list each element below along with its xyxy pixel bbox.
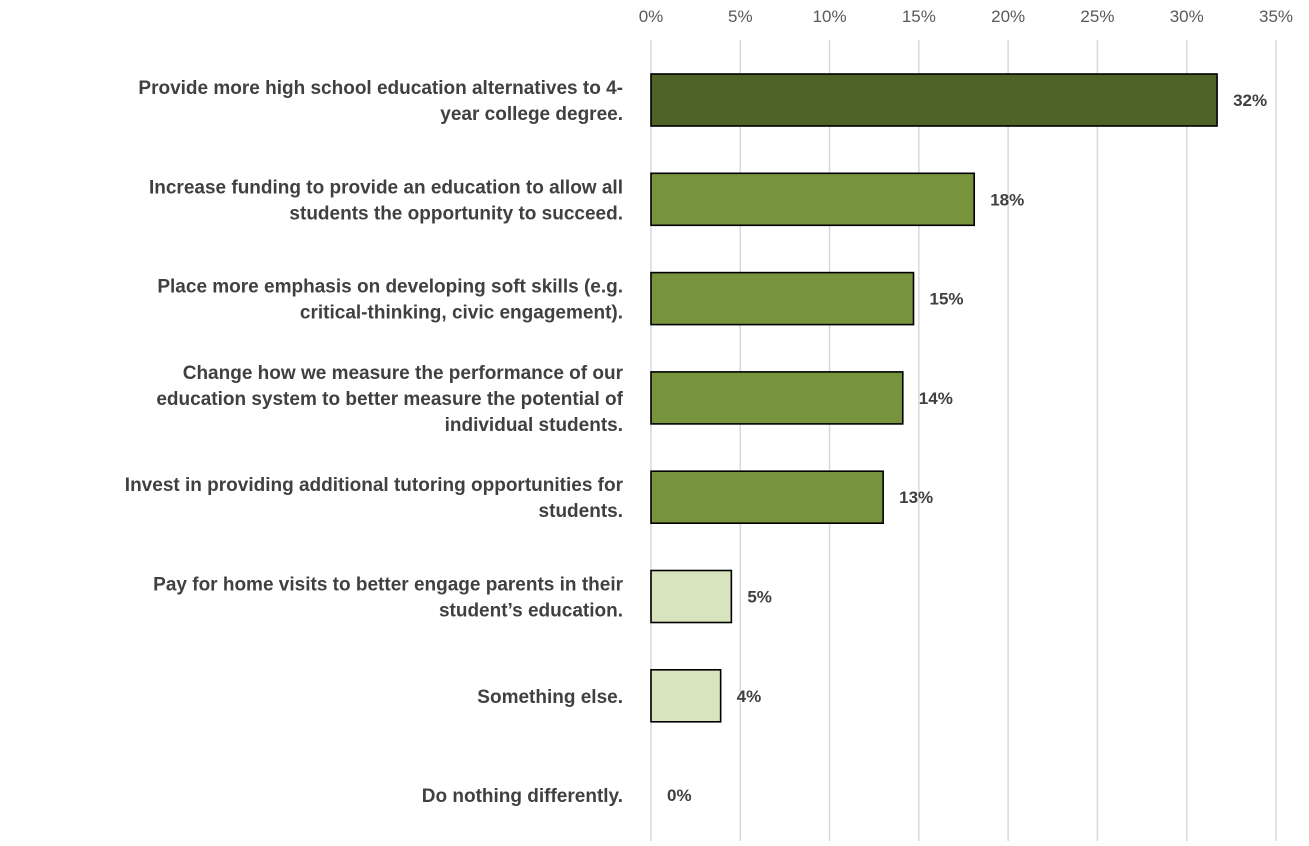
data-label: 5% <box>747 588 772 607</box>
data-label: 14% <box>919 389 953 408</box>
category-label-line: Invest in providing additional tutoring … <box>125 475 624 496</box>
bar <box>650 371 904 425</box>
category-label: Pay for home visits to better engage par… <box>153 575 623 622</box>
bars <box>650 73 1218 723</box>
data-label: 4% <box>737 687 762 706</box>
category-label-line: Place more emphasis on developing soft s… <box>157 277 623 298</box>
category-label-line: Increase funding to provide an education… <box>149 177 623 198</box>
category-label: Invest in providing additional tutoring … <box>125 475 624 522</box>
category-label-line: Provide more high school education alter… <box>138 78 623 99</box>
x-tick-label: 30% <box>1170 7 1204 26</box>
category-label: Place more emphasis on developing soft s… <box>157 277 623 324</box>
category-label: Increase funding to provide an education… <box>149 177 623 224</box>
data-labels: 32% 18% 15% 14% 13% 5% 4% 0% <box>667 91 1267 805</box>
data-label: 32% <box>1233 91 1267 110</box>
bar <box>650 470 884 525</box>
category-label-line: Change how we measure the performance of… <box>183 363 624 384</box>
category-label-line: students the opportunity to succeed. <box>289 203 623 224</box>
category-label-line: year college degree. <box>440 104 623 125</box>
category-label-line: students. <box>539 501 623 522</box>
bar <box>650 73 1218 127</box>
gridlines <box>650 40 1277 841</box>
category-label-line: student’s education. <box>439 601 623 622</box>
bar <box>650 271 915 326</box>
category-label: Change how we measure the performance of… <box>156 363 623 436</box>
x-tick-label: 15% <box>902 7 936 26</box>
category-label-line: education system to better measure the p… <box>156 389 623 410</box>
data-label: 0% <box>667 786 692 805</box>
x-tick-label: 10% <box>813 7 847 26</box>
category-label-line: Something else. <box>477 687 623 708</box>
category-label-line: Do nothing differently. <box>422 786 623 807</box>
x-tick-label: 20% <box>991 7 1025 26</box>
data-label: 15% <box>930 290 964 309</box>
data-label: 13% <box>899 488 933 507</box>
category-label: Provide more high school education alter… <box>138 78 623 125</box>
category-label-line: individual students. <box>445 415 623 436</box>
category-label-line: Pay for home visits to better engage par… <box>153 575 623 596</box>
bar <box>650 172 976 227</box>
x-tick-label: 25% <box>1080 7 1114 26</box>
bar <box>650 569 733 624</box>
bar <box>650 668 722 723</box>
x-tick-label: 5% <box>728 7 753 26</box>
category-label-line: critical-thinking, civic engagement). <box>300 303 623 324</box>
category-labels: Provide more high school education alter… <box>125 78 624 807</box>
category-label: Do nothing differently. <box>422 786 623 807</box>
x-axis-tick-labels: 0% 5% 10% 15% 20% 25% 30% 35% <box>639 7 1293 26</box>
category-label: Something else. <box>477 687 623 708</box>
data-label: 18% <box>990 190 1024 209</box>
x-tick-label: 35% <box>1259 7 1293 26</box>
x-tick-label: 0% <box>639 7 664 26</box>
